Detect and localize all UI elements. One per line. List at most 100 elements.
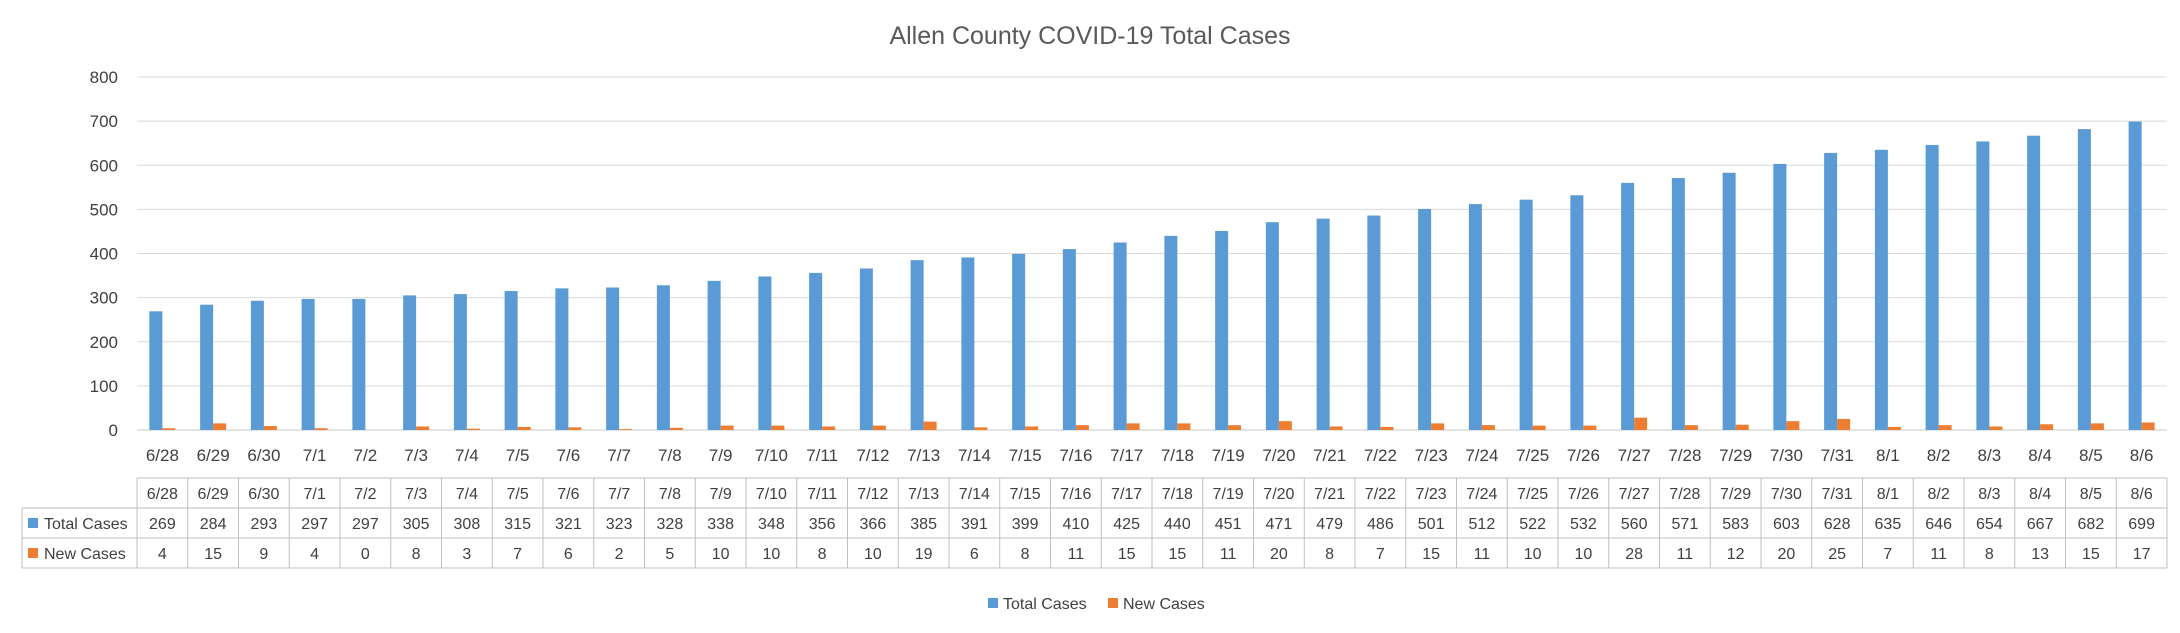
- table-cell: 646: [1925, 516, 1952, 533]
- x-tick-label: 8/6: [2130, 446, 2154, 465]
- table-cell: 682: [2078, 516, 2105, 533]
- y-tick-label: 600: [90, 156, 118, 175]
- bar-total-cases: [1468, 204, 1482, 430]
- table-header-cell: 7/28: [1669, 486, 1700, 503]
- table-header-cell: 7/2: [354, 486, 376, 503]
- x-tick-label: 8/3: [1978, 446, 2002, 465]
- x-tick-label: 7/21: [1313, 446, 1346, 465]
- table-cell: 8: [818, 546, 827, 563]
- y-tick-label: 100: [90, 377, 118, 396]
- table-row-label: Total Cases: [44, 516, 128, 533]
- table-cell: 451: [1215, 516, 1242, 533]
- bar-total-cases: [1874, 149, 1888, 430]
- table-header-cell: 7/5: [507, 486, 529, 503]
- bar-total-cases: [1418, 208, 1432, 430]
- table-header-cell: 7/7: [608, 486, 630, 503]
- bar-new-cases: [263, 426, 277, 430]
- bar-new-cases: [213, 423, 227, 430]
- x-tick-label: 7/15: [1009, 446, 1042, 465]
- table-cell: 28: [1625, 546, 1643, 563]
- x-tick-label: 8/2: [1927, 446, 1951, 465]
- bar-total-cases: [1316, 218, 1330, 430]
- bar-new-cases: [771, 425, 785, 430]
- table-cell: 440: [1164, 516, 1191, 533]
- x-tick-label: 7/1: [303, 446, 327, 465]
- gridlines: [137, 76, 2167, 431]
- x-tick-label: 8/4: [2028, 446, 2052, 465]
- table-header-cell: 7/20: [1263, 486, 1294, 503]
- legend-swatch-total-cases: [988, 598, 998, 608]
- table-header-cell: 7/13: [908, 486, 939, 503]
- x-tick-label: 6/30: [247, 446, 280, 465]
- bar-total-cases: [707, 280, 721, 430]
- bar-new-cases: [1126, 423, 1140, 430]
- bar-new-cases: [1329, 426, 1343, 430]
- bar-new-cases: [1735, 424, 1749, 430]
- table-cell: 11: [1930, 546, 1947, 563]
- table-cell: 15: [204, 546, 222, 563]
- data-table: 6/28 6/29 6/30 7/1 7/2 7/3 7/4 7/5 7/6 7/7 7/8 7/9 7…: [21, 477, 2168, 569]
- table-header-cell: 7/26: [1568, 486, 1599, 503]
- table-cell: 10: [1524, 546, 1542, 563]
- table-cell: 11: [1220, 546, 1237, 563]
- table-cell: 308: [454, 516, 481, 533]
- bar-total-cases: [1519, 199, 1533, 430]
- table-cell: 3: [462, 546, 471, 563]
- legend-swatch-new-cases: [1108, 598, 1118, 608]
- table-cell: 13: [2031, 546, 2049, 563]
- table-cell: 9: [259, 546, 268, 563]
- y-tick-label: 200: [90, 333, 118, 352]
- bar-total-cases: [1012, 253, 1026, 430]
- table-row-label: New Cases: [44, 546, 126, 563]
- bar-total-cases: [1621, 182, 1635, 430]
- x-tick-label: 7/18: [1161, 446, 1194, 465]
- bar-total-cases: [1215, 230, 1229, 430]
- bar-total-cases: [961, 257, 975, 430]
- bar-new-cases: [1380, 426, 1394, 430]
- table-header-cell: 7/6: [557, 486, 579, 503]
- table-cell: 15: [1118, 546, 1136, 563]
- table-cell: 25: [1828, 546, 1846, 563]
- x-tick-label: 6/29: [197, 446, 230, 465]
- table-cell: 654: [1976, 516, 2003, 533]
- table-header-cell: 7/9: [710, 486, 732, 503]
- table-cell: 305: [403, 516, 430, 533]
- table-header-cell: 6/29: [198, 486, 229, 503]
- y-tick-label: 0: [109, 421, 118, 440]
- x-tick-label: 7/17: [1110, 446, 1143, 465]
- table-cell: 7: [1883, 546, 1892, 563]
- table-cell: 5: [665, 546, 674, 563]
- table-cell: 2: [615, 546, 624, 563]
- table-cell: 293: [251, 516, 278, 533]
- x-tick-label: 7/20: [1262, 446, 1295, 465]
- bar-total-cases: [352, 298, 366, 430]
- table-header-cell: 8/1: [1877, 486, 1899, 503]
- table-cell: 6: [970, 546, 979, 563]
- x-tick-label: 7/8: [658, 446, 682, 465]
- bar-new-cases: [1532, 425, 1546, 430]
- bar-new-cases: [822, 426, 836, 430]
- table-cell: 532: [1570, 516, 1597, 533]
- table-cell: 560: [1621, 516, 1648, 533]
- y-tick-label: 300: [90, 289, 118, 308]
- table-cell: 0: [361, 546, 370, 563]
- bar-new-cases: [1025, 426, 1039, 430]
- table-header-cell: 7/1: [304, 486, 326, 503]
- table-cell: 338: [707, 516, 734, 533]
- x-tick-label: 7/5: [506, 446, 530, 465]
- table-header-cell: 6/30: [248, 486, 279, 503]
- table-cell: 8: [1985, 546, 1994, 563]
- bar-new-cases: [1786, 421, 1800, 430]
- bar-new-cases: [872, 425, 886, 430]
- bar-new-cases: [1278, 421, 1292, 430]
- x-axis-ticks: 6/28 6/29 6/30 7/1 7/2 7/3 7/4 7/5 7/6 7/7 7/8 7/9 7…: [146, 446, 2154, 465]
- table-header-cell: 7/30: [1771, 486, 1802, 503]
- table-cell: 10: [864, 546, 882, 563]
- bar-new-cases: [720, 425, 734, 430]
- table-cell: 583: [1722, 516, 1749, 533]
- table-header-cell: 8/4: [2029, 486, 2051, 503]
- table-cell: 667: [2027, 516, 2054, 533]
- y-tick-label: 800: [90, 68, 118, 87]
- bar-new-cases: [1938, 425, 1952, 430]
- table-cell: 4: [158, 546, 167, 563]
